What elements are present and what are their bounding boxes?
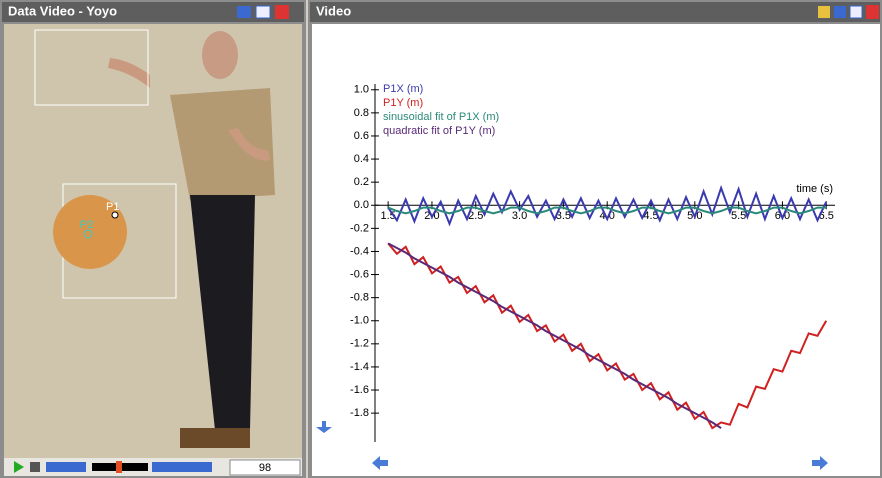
y-tick-label: 0.2	[354, 176, 369, 188]
screen: Data Video - Yoyo P1 P2 98 Video 1.0 0.8 0…	[0, 0, 882, 478]
y-tick-label: -1.0	[350, 315, 369, 327]
y-tick-label: 0.4	[354, 153, 369, 165]
stop-button[interactable]	[30, 462, 40, 472]
x-tick-label: 3.0	[512, 210, 527, 222]
y-tick-label: 0.8	[354, 107, 369, 119]
chart-panel-title: Video	[316, 3, 351, 18]
y-tick-label: 1.0	[354, 84, 369, 96]
slider-thumb[interactable]	[116, 461, 122, 473]
y-tick-label: 0.6	[354, 130, 369, 142]
shoes	[180, 428, 250, 448]
y-tick-label: -1.8	[350, 407, 369, 419]
y-tick-label: -0.2	[350, 222, 369, 234]
legend-entry: sinusoidal fit of P1X (m)	[383, 111, 499, 123]
y-tick-label: 0.0	[354, 199, 369, 211]
legend-entry: quadratic fit of P1Y (m)	[383, 125, 495, 137]
head	[202, 31, 238, 79]
x-axis-label: time (s)	[796, 183, 833, 195]
maximize-button[interactable]	[256, 6, 270, 18]
legend-entry: P1Y (m)	[383, 97, 423, 109]
close-button[interactable]	[866, 5, 879, 19]
menu-button[interactable]	[237, 6, 251, 18]
y-tick-label: -1.2	[350, 338, 369, 350]
step-buttons[interactable]	[152, 462, 212, 472]
y-tick-label: -0.8	[350, 292, 369, 304]
menu-button[interactable]	[834, 6, 846, 18]
legend-entry: P1X (m)	[383, 83, 423, 95]
page: Data Video - Yoyo P1 P2 98 Video 1.0 0.8 0…	[0, 0, 882, 478]
video-panel-title: Data Video - Yoyo	[8, 3, 117, 18]
x-tick-label: 5.5	[731, 210, 746, 222]
y-tick-label: -0.4	[350, 245, 369, 257]
maximize-button[interactable]	[850, 6, 862, 18]
chart-title-bar	[310, 2, 880, 22]
step-buttons[interactable]	[46, 462, 86, 472]
point-label: P1	[106, 201, 119, 213]
point-label: P2	[80, 219, 93, 231]
zoom-button[interactable]	[818, 6, 830, 18]
y-tick-label: -1.4	[350, 361, 369, 373]
frame-number: 98	[259, 462, 271, 474]
y-tick-label: -1.6	[350, 384, 369, 396]
close-button[interactable]	[275, 5, 289, 19]
y-tick-label: -0.6	[350, 268, 369, 280]
